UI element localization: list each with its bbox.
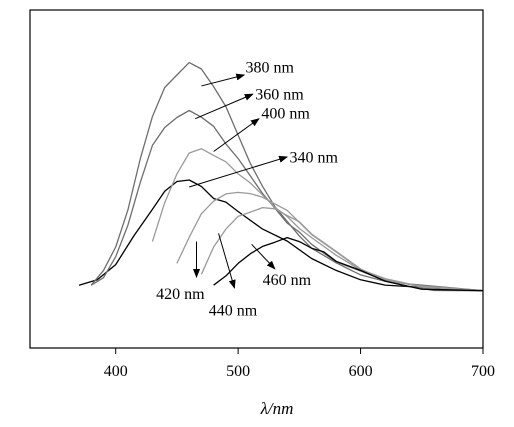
x-axis-ticks: 400 500 600 700 (104, 348, 495, 380)
annotation-arrow-460-nm (251, 243, 276, 270)
x-tick-label-400: 400 (104, 363, 128, 380)
plot-frame (29, 9, 484, 349)
annotation-label-340-nm: 340 nm (290, 149, 339, 166)
annotation-arrow-380-nm (201, 73, 246, 87)
x-tick-label-700: 700 (471, 363, 495, 380)
spectrum-line-1 (78, 179, 484, 292)
annotation-label-440-nm: 440 nm (209, 302, 258, 319)
annotation-arrow-340-nm (189, 155, 289, 188)
spectrum-line-6 (200, 206, 484, 292)
spectrum-line-5 (176, 191, 484, 292)
annotation-label-380-nm: 380 nm (245, 59, 294, 76)
annotation-label-460-nm: 460 nm (263, 272, 312, 289)
annotation-label-420-nm: 420 nm (156, 286, 205, 303)
spectrum-line-7 (213, 236, 484, 292)
spectrum-line-3 (90, 109, 484, 292)
annotation-label-400-nm: 400 nm (261, 106, 310, 123)
x-axis-title: λ/nm (260, 399, 294, 418)
annotation-arrow-400-nm (213, 118, 260, 152)
annotation-label-360-nm: 360 nm (255, 87, 304, 104)
series-layer (78, 61, 484, 292)
x-tick-label-600: 600 (349, 363, 373, 380)
annotation-arrow-360-nm (195, 93, 254, 120)
annotation-arrow-440-nm (218, 233, 236, 289)
x-tick-label-500: 500 (226, 363, 250, 380)
spectrum-line-2 (90, 61, 484, 292)
spectrum-line-4 (151, 148, 484, 292)
